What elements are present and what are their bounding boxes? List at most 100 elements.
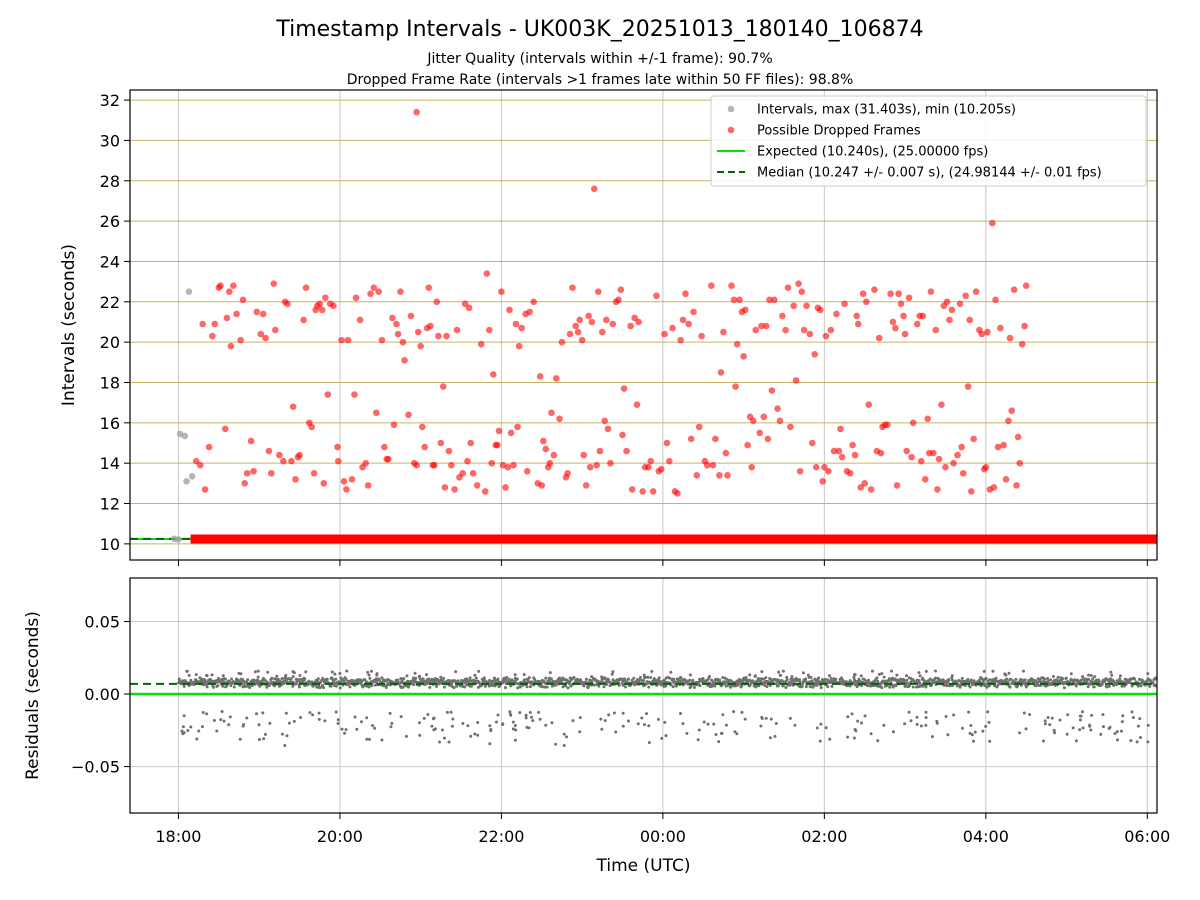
residual-point <box>744 676 748 680</box>
residual-point-low <box>854 729 858 733</box>
residual-point-low <box>944 715 948 719</box>
residual-point-low <box>578 716 582 720</box>
dropped-point-120 <box>498 288 505 296</box>
dropped-point-21 <box>253 308 261 316</box>
dropped-point-144 <box>553 375 560 382</box>
intervals-plot-frame <box>129 89 1158 561</box>
residual-point-high <box>454 670 458 674</box>
dropped-point-171 <box>615 296 622 304</box>
intervals-ytick-label-1: 12 <box>100 495 120 514</box>
residual-point-high <box>777 670 781 674</box>
dropped-point-310 <box>942 463 949 471</box>
dropped-point-202 <box>695 423 703 431</box>
residual-point <box>507 677 511 681</box>
dropped-point-280 <box>877 449 885 457</box>
residuals-y-label: Residuals (seconds) <box>23 611 43 780</box>
residual-point <box>1133 677 1137 681</box>
residual-point-high <box>790 675 794 679</box>
residual-point-low <box>201 710 205 714</box>
dropped-point-261 <box>835 447 843 455</box>
residual-point-high <box>330 670 334 674</box>
residual-point <box>1082 678 1086 682</box>
residual-point-low <box>501 722 505 726</box>
residual-point-low <box>473 732 477 736</box>
residual-point <box>469 679 473 683</box>
residual-point-low <box>647 741 651 745</box>
residual-point <box>647 685 651 689</box>
dropped-point-63 <box>362 459 370 467</box>
residual-point-low <box>388 711 392 715</box>
residual-point-high <box>779 673 783 677</box>
x-tick-label-6: 06:00 <box>1124 827 1170 846</box>
dropped-point-329 <box>984 328 991 336</box>
dropped-point-245 <box>798 288 806 296</box>
residual-point <box>297 678 301 682</box>
dropped-point-38 <box>300 316 307 324</box>
residual-point <box>1127 681 1131 685</box>
residual-point-low <box>961 726 965 730</box>
residual-point <box>621 683 625 687</box>
residual-point-high <box>405 674 409 678</box>
residual-point-high <box>1069 672 1073 676</box>
residual-point <box>483 684 487 688</box>
dropped-point-179 <box>633 401 641 408</box>
residual-point-low <box>511 720 515 724</box>
residual-point-low <box>334 710 338 714</box>
dropped-point-276 <box>867 486 875 493</box>
residual-point-low <box>578 730 582 734</box>
residual-point <box>852 675 856 679</box>
residual-point <box>1097 679 1101 683</box>
dropped-point-234 <box>770 296 778 304</box>
dropped-point-125 <box>507 429 515 437</box>
residual-point-low <box>404 734 408 738</box>
residual-point-low <box>449 710 453 714</box>
dropped-point-263 <box>838 453 846 461</box>
residual-point-low <box>365 737 369 741</box>
dropped-point-253 <box>817 306 824 314</box>
residual-point-high <box>473 673 477 677</box>
dropped-point-166 <box>603 316 610 324</box>
intervals-ytick-label-3: 16 <box>100 414 120 433</box>
dropped-point-128 <box>514 423 521 431</box>
dropped-point-26 <box>267 469 275 477</box>
dropped-point-294 <box>908 453 915 461</box>
residual-point-low <box>679 711 683 715</box>
dropped-point-222 <box>744 441 751 449</box>
residual-point <box>921 684 925 688</box>
dropped-point-106 <box>464 457 471 465</box>
dropped-point-267 <box>849 441 856 449</box>
dropped-point-70 <box>381 443 388 451</box>
residual-point-low <box>636 722 640 726</box>
residual-point-low <box>1089 728 1093 732</box>
residual-point-low <box>702 720 706 724</box>
residual-point <box>888 685 892 689</box>
residual-point <box>815 683 819 687</box>
dropped-point-132 <box>523 467 531 475</box>
residual-point-low <box>180 729 184 733</box>
residual-point <box>984 677 988 681</box>
residual-point <box>679 676 683 680</box>
residual-point-low <box>903 722 907 726</box>
residual-point-low <box>1107 727 1111 731</box>
residual-point-low <box>1048 723 1052 727</box>
residual-point <box>482 676 486 680</box>
residual-point-low <box>768 736 772 740</box>
residual-point-low <box>228 715 232 719</box>
residual-point-high <box>669 670 673 674</box>
residual-point-low <box>788 716 792 720</box>
residual-point <box>477 681 481 685</box>
residual-point-low <box>640 716 644 720</box>
residual-point <box>776 684 780 688</box>
dropped-point-93 <box>433 298 441 306</box>
residual-point-high <box>688 673 692 677</box>
dropped-point-118 <box>494 441 501 449</box>
dropped-point-35 <box>292 476 299 483</box>
residual-point-low <box>712 722 716 726</box>
residual-point-low <box>599 717 603 721</box>
legend-label-2: Expected (10.240s), (25.00000 fps) <box>757 145 988 160</box>
residual-point <box>492 676 496 680</box>
residual-point-low <box>647 724 651 728</box>
residual-point <box>200 677 204 681</box>
dropped-point-195 <box>677 336 684 344</box>
residual-point-low <box>431 717 435 721</box>
